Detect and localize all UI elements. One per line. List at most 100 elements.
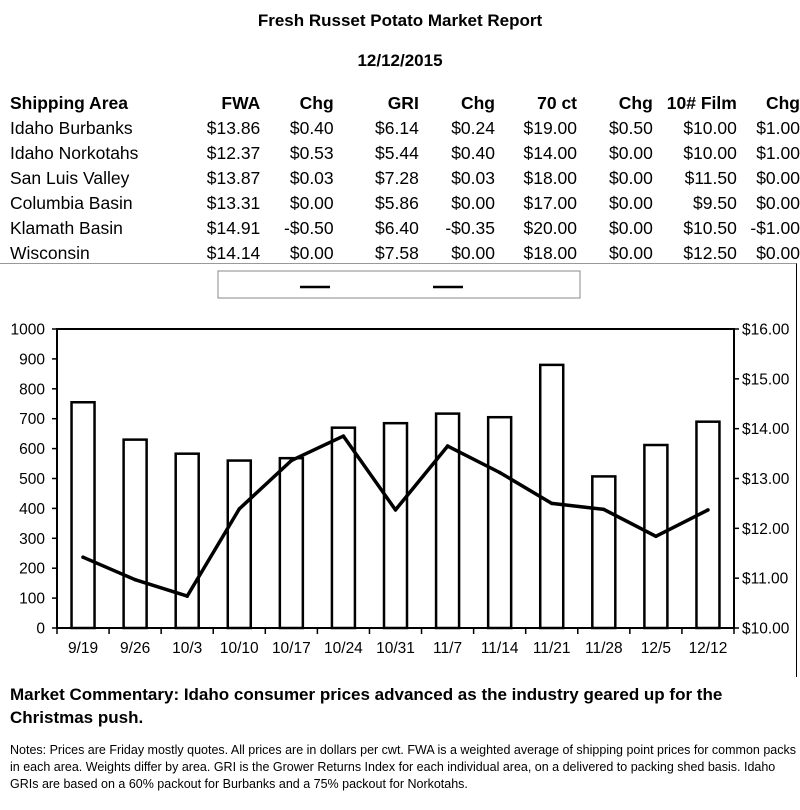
line-point: [289, 458, 294, 463]
table-cell: Klamath Basin: [10, 218, 123, 238]
notes: Notes: Prices are Friday mostly quotes. …: [10, 743, 796, 791]
header-70ct: 70 ct: [537, 93, 578, 113]
x-axis-tick-label: 10/24: [324, 640, 363, 657]
table-cell: $14.14: [206, 243, 261, 263]
header-shipping-area: Shipping Area: [10, 93, 128, 113]
table-cell: $14.00: [523, 143, 578, 163]
bar: [591, 475, 617, 630]
left-axis-tick-label: 0: [36, 621, 45, 638]
table-cell: $7.28: [375, 168, 419, 188]
line-point: [341, 434, 346, 438]
header-gri: GRI: [387, 93, 419, 113]
table-row: San Luis Valley $13.87 $0.03 $7.28 $0.03…: [10, 166, 800, 191]
right-axis-tick-label: $12.00: [742, 521, 790, 538]
table-cell: $10.50: [683, 218, 737, 238]
line-point: [602, 507, 606, 512]
table-cell: $5.44: [375, 143, 419, 163]
right-axis-tick-label: $14.00: [742, 421, 790, 438]
table-cell: $0.50: [609, 118, 653, 138]
table-cell: $0.00: [609, 218, 653, 238]
x-axis-tick-label: 12/12: [689, 640, 728, 657]
x-axis-tick-label: 10/31: [376, 640, 415, 657]
table-cell: $17.00: [523, 193, 578, 213]
market-commentary: Market Commentary: Idaho consumer prices…: [10, 685, 723, 727]
table-cell: $0.40: [289, 118, 334, 138]
right-axis-tick-label: $16.00: [742, 322, 790, 339]
table-cell: $0.03: [451, 168, 495, 188]
left-axis-tick-label: 100: [19, 591, 45, 608]
header-gri-chg: Chg: [460, 93, 495, 113]
table-cell: $0.00: [609, 243, 653, 263]
x-axis-tick-label: 10/3: [172, 640, 202, 657]
right-axis-tick-label: $13.00: [742, 471, 790, 488]
table-cell: $0.00: [609, 143, 653, 163]
header-10lb-film-chg: Chg: [765, 93, 800, 113]
right-axis-tick-label: $10.00: [742, 621, 790, 638]
table-cell: $1.00: [756, 118, 800, 138]
left-axis-tick-label: 1000: [11, 322, 46, 339]
table-cell: $0.00: [756, 243, 800, 263]
table-row: Wisconsin $14.14 $0.00 $7.58 $0.00 $18.0…: [10, 241, 800, 266]
bar: [434, 412, 461, 630]
line-point: [133, 577, 137, 582]
x-axis-tick-label: 9/19: [68, 640, 98, 657]
line-point: [706, 508, 710, 512]
table-cell: Wisconsin: [10, 243, 90, 263]
x-axis-tick-label: 11/28: [585, 640, 623, 657]
line-point: [549, 501, 554, 506]
left-axis-tick-label: 900: [19, 351, 45, 368]
line-point: [185, 594, 189, 598]
table-cell: $18.00: [523, 243, 578, 263]
table-cell: $12.37: [206, 143, 261, 163]
line-point: [81, 555, 85, 560]
header-70ct-chg: Chg: [618, 93, 653, 113]
bar: [330, 426, 357, 630]
line-point: [654, 534, 658, 539]
table-cell: $5.86: [375, 193, 419, 213]
header-fwa: FWA: [221, 93, 261, 113]
market-chart: 0 100 200 300 400 500 600 700 800 900 1000 $10.00 $1…: [11, 270, 790, 657]
table-cell: -$0.50: [284, 218, 334, 238]
bar: [538, 363, 565, 630]
bar: [174, 452, 200, 630]
left-axis-tick-label: 600: [19, 441, 45, 458]
x-axis-tick-label: 11/14: [481, 640, 519, 657]
table-cell: $0.24: [451, 118, 495, 138]
left-axis-tick-label: 200: [19, 561, 45, 578]
x-axis-tick-label: 11/7: [433, 640, 462, 657]
table-cell: $0.00: [289, 243, 334, 263]
table-cell: $13.31: [206, 193, 261, 213]
table-cell: $14.91: [206, 218, 261, 238]
x-axis-tick-label: 12/5: [641, 640, 671, 657]
table-cell: $0.03: [289, 168, 334, 188]
table-cell: $1.00: [756, 143, 800, 163]
table-cell: $9.50: [693, 193, 737, 213]
table-cell: -$0.35: [445, 218, 495, 238]
right-axis-tick-label: $15.00: [742, 371, 790, 388]
left-axis-tick-label: 700: [19, 411, 45, 428]
table-cell: $0.00: [756, 193, 800, 213]
left-axis-tick-label: 500: [19, 471, 45, 488]
table-row: Columbia Basin $13.31 $0.00 $5.86 $0.00 …: [10, 191, 800, 216]
report-title: Fresh Russet Potato Market Report: [257, 11, 543, 30]
table-cell: $0.40: [451, 143, 495, 163]
header-10lb-film: 10# Film: [666, 93, 737, 113]
bar: [70, 401, 96, 630]
x-axis-tick-label: 9/26: [120, 640, 150, 657]
legend-box: [217, 270, 581, 299]
table-cell: $6.14: [375, 118, 419, 138]
table-cell: Columbia Basin: [10, 193, 133, 213]
price-table-header-row: Shipping Area FWA Chg GRI Chg 70 ct Chg …: [10, 91, 800, 116]
chart-frame: [0, 263, 797, 677]
table-row: Idaho Burbanks $13.86 $0.40 $6.14 $0.24 …: [10, 116, 800, 141]
table-cell: $6.40: [375, 218, 419, 238]
table-cell: $7.58: [375, 243, 419, 263]
table-cell: $10.00: [683, 118, 737, 138]
x-axis-tick-label: 10/10: [220, 640, 259, 657]
bar: [382, 421, 409, 630]
x-axis-tick-label: 10/17: [272, 640, 311, 657]
table-cell: Idaho Norkotahs: [10, 143, 139, 163]
table-cell: -$1.00: [750, 218, 800, 238]
table-row: Klamath Basin $14.91 -$0.50 $6.40 -$0.35…: [10, 216, 800, 241]
price-table: Shipping Area FWA Chg GRI Chg 70 ct Chg …: [10, 91, 800, 266]
